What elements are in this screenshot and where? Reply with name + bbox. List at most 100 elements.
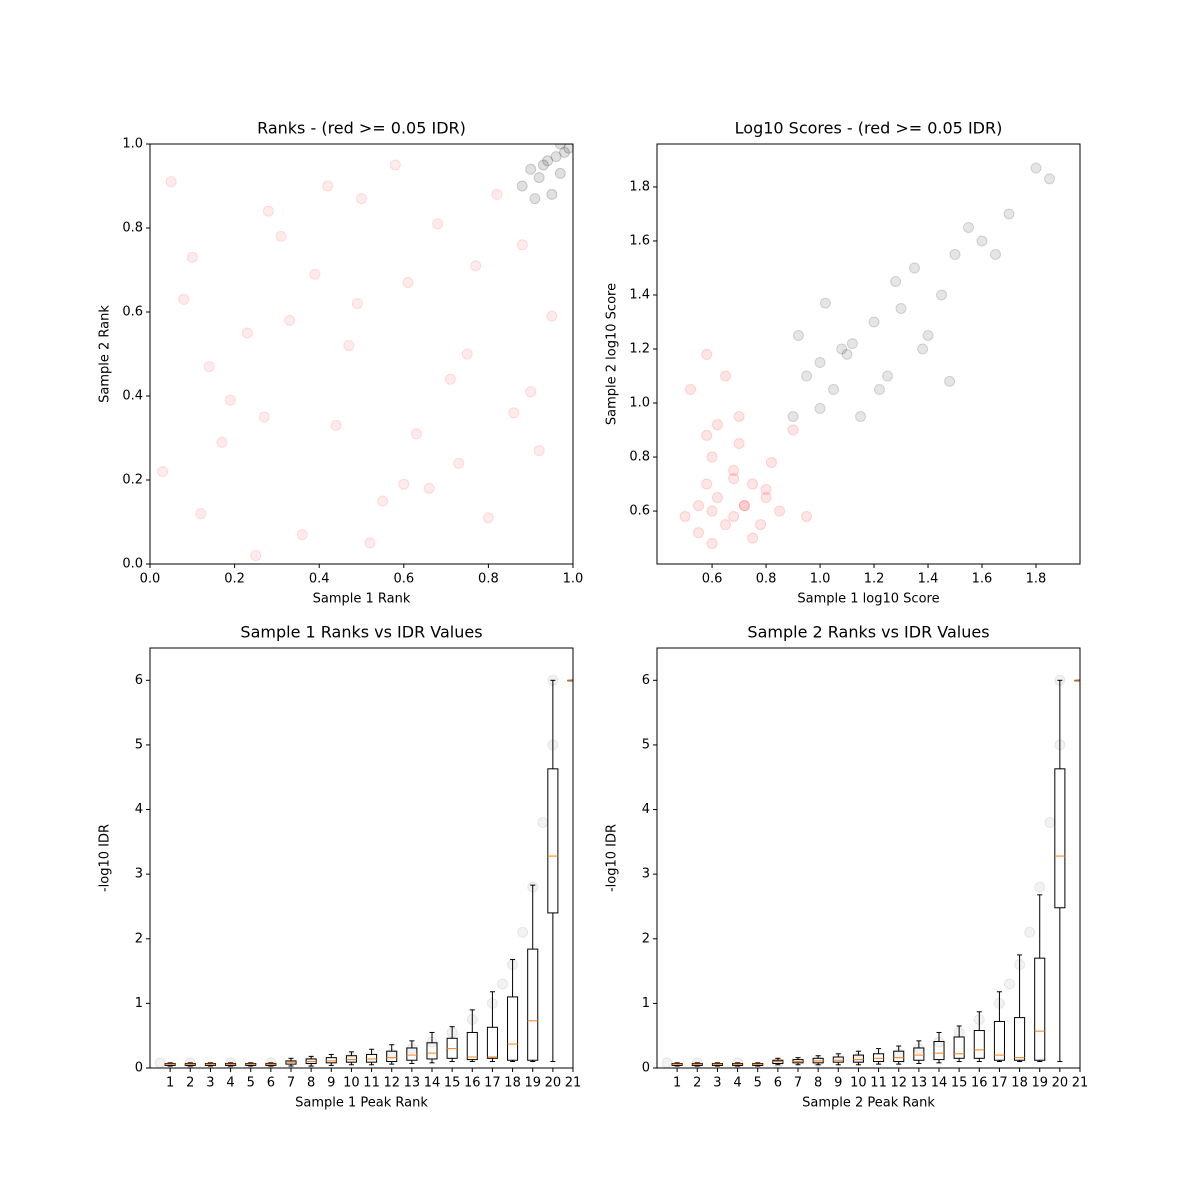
point	[976, 235, 988, 247]
point	[890, 275, 902, 287]
point	[733, 411, 745, 423]
box	[832, 1056, 844, 1063]
chart-title: Sample 1 Ranks vs IDR Values	[240, 623, 482, 642]
box	[406, 1047, 418, 1061]
point	[963, 221, 975, 233]
point	[765, 456, 777, 468]
x-tick-label: 13	[911, 1076, 928, 1091]
point	[516, 239, 528, 251]
point	[846, 338, 858, 350]
y-tick-label: 1.6	[629, 233, 650, 248]
point	[733, 438, 745, 450]
y-tick-label: 0.6	[122, 305, 143, 320]
x-tick-label: 18	[504, 1076, 521, 1091]
x-tick-label: 16	[971, 1076, 988, 1091]
point	[819, 297, 831, 309]
point	[546, 310, 558, 322]
point	[693, 527, 705, 539]
y-tick-label: 1.0	[629, 396, 650, 411]
x-tick-label: 0.6	[702, 572, 723, 587]
point	[873, 384, 885, 396]
point	[693, 500, 705, 512]
point	[444, 373, 456, 385]
y-tick-label: 1.4	[629, 287, 650, 302]
axes-frame	[149, 143, 574, 565]
box	[852, 1054, 864, 1063]
point	[258, 411, 270, 423]
x-tick-label: 4	[733, 1076, 741, 1091]
point	[706, 505, 718, 517]
y-tick-label: 0.8	[122, 221, 143, 236]
point	[909, 262, 921, 274]
point	[398, 478, 410, 490]
box	[1014, 1017, 1026, 1061]
y-axis-label: -log10 IDR	[98, 824, 113, 892]
point	[701, 478, 713, 490]
point	[701, 429, 713, 441]
point	[186, 251, 198, 263]
point	[432, 218, 444, 230]
chart-title: Sample 2 Ranks vs IDR Values	[747, 623, 989, 642]
box	[933, 1041, 945, 1061]
point	[701, 348, 713, 360]
x-tick-label: 5	[247, 1076, 255, 1091]
x-tick-label: 3	[713, 1076, 721, 1091]
x-tick-label: 17	[991, 1076, 1008, 1091]
point	[814, 357, 826, 369]
point	[787, 411, 799, 423]
point	[922, 329, 934, 341]
x-tick-label: 1.4	[918, 572, 939, 587]
point	[178, 293, 190, 305]
box	[547, 768, 559, 914]
point	[738, 500, 750, 512]
x-tick-label: 0.2	[224, 572, 245, 587]
x-tick-label: 11	[363, 1076, 380, 1091]
point	[546, 188, 558, 200]
y-axis-label: Sample 2 Rank	[98, 305, 113, 403]
box	[1034, 957, 1046, 1061]
y-tick-label: 0	[642, 1061, 650, 1076]
point	[216, 436, 228, 448]
point	[461, 348, 473, 360]
x-tick-label: 9	[834, 1076, 842, 1091]
plot-area	[157, 144, 573, 562]
point	[711, 492, 723, 504]
point	[508, 407, 520, 419]
y-tick-label: 4	[642, 802, 650, 817]
point	[1024, 926, 1036, 938]
point	[554, 144, 566, 150]
box	[893, 1050, 905, 1063]
point	[1043, 173, 1055, 185]
box	[953, 1036, 965, 1059]
point	[165, 176, 177, 188]
point	[706, 537, 718, 549]
point	[550, 151, 562, 163]
x-tick-label: 10	[850, 1076, 867, 1091]
box	[1054, 768, 1066, 909]
point	[855, 411, 867, 423]
x-tick-label: 12	[890, 1076, 907, 1091]
y-tick-label: 1.0	[122, 137, 143, 152]
x-tick-label: 21	[1072, 1076, 1089, 1091]
x-tick-label: 15	[444, 1076, 461, 1091]
point	[296, 529, 308, 541]
point	[882, 370, 894, 382]
point	[402, 277, 414, 289]
plot-area	[154, 674, 573, 1068]
x-tick-label: 0.8	[478, 572, 499, 587]
x-tick-label: 1.6	[972, 572, 993, 587]
x-tick-label: 19	[524, 1076, 541, 1091]
y-tick-label: 5	[135, 737, 143, 752]
point	[517, 926, 529, 938]
x-axis-label: Sample 1 log10 Score	[797, 592, 939, 607]
point	[1034, 881, 1046, 893]
point	[537, 816, 549, 828]
box	[973, 1030, 985, 1059]
point	[684, 384, 696, 396]
point	[792, 329, 804, 341]
point	[554, 167, 566, 179]
y-tick-label: 1.8	[629, 179, 650, 194]
x-tick-label: 13	[404, 1076, 421, 1091]
point	[990, 248, 1002, 260]
